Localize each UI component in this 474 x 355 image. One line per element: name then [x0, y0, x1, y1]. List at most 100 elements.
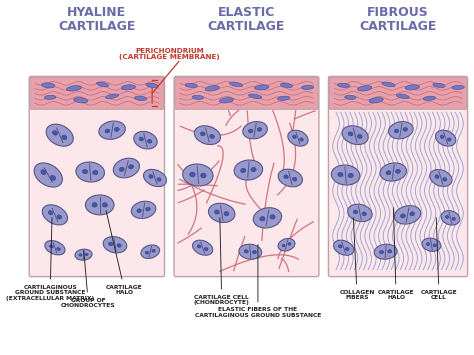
Ellipse shape [53, 131, 57, 135]
Ellipse shape [357, 135, 362, 138]
Ellipse shape [62, 135, 67, 140]
Ellipse shape [194, 126, 220, 144]
Text: PERICHONDRIUM
(CARTILAGE MEMBRANE): PERICHONDRIUM (CARTILAGE MEMBRANE) [119, 48, 219, 60]
Ellipse shape [394, 206, 421, 224]
Ellipse shape [66, 86, 82, 91]
Ellipse shape [435, 175, 439, 179]
Ellipse shape [146, 83, 158, 88]
Ellipse shape [149, 175, 153, 178]
Ellipse shape [42, 205, 68, 225]
Ellipse shape [396, 94, 410, 99]
Ellipse shape [253, 208, 282, 228]
Ellipse shape [394, 129, 399, 133]
Ellipse shape [338, 172, 343, 177]
FancyBboxPatch shape [30, 77, 164, 109]
FancyBboxPatch shape [329, 77, 466, 109]
Ellipse shape [229, 82, 243, 87]
Ellipse shape [234, 160, 263, 180]
Ellipse shape [152, 249, 155, 252]
Ellipse shape [284, 175, 288, 179]
Ellipse shape [185, 83, 197, 87]
Ellipse shape [97, 82, 109, 87]
Ellipse shape [244, 250, 248, 253]
Ellipse shape [182, 164, 213, 186]
Ellipse shape [121, 85, 136, 90]
Ellipse shape [50, 245, 53, 248]
Text: ELASTIC
CARTILAGE: ELASTIC CARTILAGE [208, 6, 285, 33]
Ellipse shape [144, 169, 166, 187]
Ellipse shape [346, 247, 349, 251]
Ellipse shape [388, 250, 392, 253]
Ellipse shape [300, 138, 303, 141]
FancyBboxPatch shape [328, 76, 467, 277]
Ellipse shape [401, 214, 405, 218]
Ellipse shape [201, 173, 206, 178]
Ellipse shape [337, 83, 350, 87]
Ellipse shape [342, 126, 368, 144]
Ellipse shape [243, 121, 267, 139]
Ellipse shape [157, 178, 161, 181]
Ellipse shape [145, 251, 149, 254]
Ellipse shape [433, 244, 437, 247]
Ellipse shape [380, 163, 407, 181]
Ellipse shape [260, 217, 265, 221]
Ellipse shape [114, 127, 119, 131]
Ellipse shape [57, 215, 62, 219]
Ellipse shape [436, 130, 456, 146]
Ellipse shape [430, 170, 452, 186]
Ellipse shape [48, 211, 53, 215]
Ellipse shape [403, 127, 408, 131]
Ellipse shape [99, 121, 125, 140]
Ellipse shape [423, 96, 436, 100]
FancyBboxPatch shape [29, 76, 164, 277]
Text: CARTILAGE
HALO: CARTILAGE HALO [378, 208, 414, 300]
Text: CARTILAGE
CELL: CARTILAGE CELL [420, 218, 457, 300]
Ellipse shape [282, 244, 285, 247]
Ellipse shape [85, 253, 88, 256]
Ellipse shape [139, 137, 144, 141]
Ellipse shape [348, 173, 353, 178]
Ellipse shape [79, 254, 82, 256]
Ellipse shape [288, 130, 308, 146]
Ellipse shape [93, 170, 98, 175]
Ellipse shape [137, 209, 141, 213]
Text: CARTILAGINOUS
GROUND SUBSTANCE
(EXTRACELLULAR MATRIX): CARTILAGINOUS GROUND SUBSTANCE (EXTRACEL… [6, 218, 94, 301]
Ellipse shape [422, 238, 441, 251]
Ellipse shape [146, 207, 150, 211]
Ellipse shape [440, 135, 444, 138]
Ellipse shape [34, 163, 63, 187]
Ellipse shape [278, 239, 295, 251]
Ellipse shape [362, 212, 366, 216]
Ellipse shape [255, 85, 269, 90]
Ellipse shape [292, 177, 297, 181]
Ellipse shape [192, 95, 204, 99]
Ellipse shape [348, 132, 353, 136]
Ellipse shape [443, 178, 447, 181]
Ellipse shape [82, 169, 88, 174]
Text: FIBROUS
CARTILAGE: FIBROUS CARTILAGE [359, 6, 437, 33]
Ellipse shape [239, 244, 262, 259]
Ellipse shape [45, 95, 56, 99]
Ellipse shape [251, 167, 256, 172]
Ellipse shape [241, 168, 246, 173]
Ellipse shape [382, 82, 395, 87]
Ellipse shape [128, 165, 133, 169]
Ellipse shape [277, 96, 290, 100]
Ellipse shape [56, 247, 60, 251]
Ellipse shape [113, 158, 139, 178]
Ellipse shape [452, 85, 464, 89]
Ellipse shape [447, 138, 451, 141]
Ellipse shape [248, 94, 262, 99]
Ellipse shape [45, 241, 65, 255]
Ellipse shape [204, 247, 208, 251]
Ellipse shape [452, 217, 456, 220]
Ellipse shape [106, 94, 118, 99]
Ellipse shape [73, 98, 88, 103]
Ellipse shape [209, 203, 235, 223]
Ellipse shape [374, 244, 397, 259]
Ellipse shape [248, 129, 253, 133]
Ellipse shape [334, 240, 354, 255]
Ellipse shape [345, 95, 356, 99]
FancyBboxPatch shape [175, 77, 318, 109]
Ellipse shape [446, 215, 449, 218]
